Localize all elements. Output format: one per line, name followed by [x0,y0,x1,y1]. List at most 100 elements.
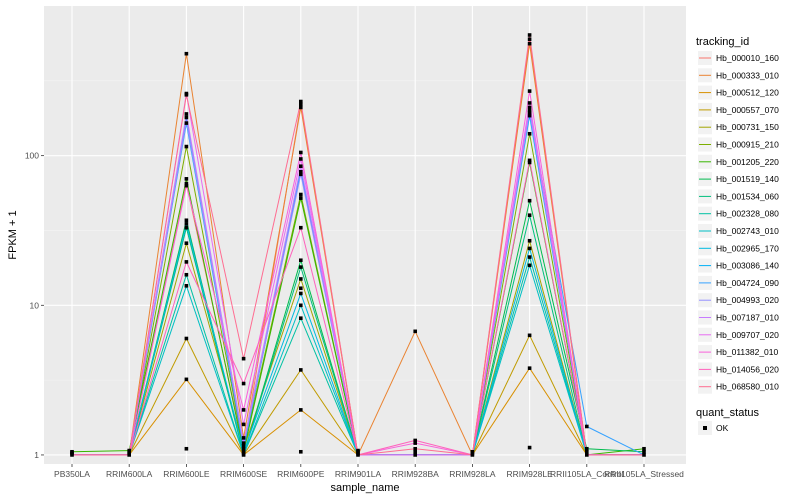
data-point [184,218,189,223]
data-point [184,241,189,245]
x-tick-label: RRIM600LE [163,469,210,479]
legend-label: Hb_004724_090 [716,278,779,288]
x-axis-title: sample_name [330,482,399,494]
data-point [184,177,189,181]
data-point [241,408,246,412]
data-point [299,150,303,155]
data-point [527,445,532,450]
data-point [527,101,532,105]
data-point [184,183,189,188]
legend-label: Hb_007187_010 [716,313,779,323]
data-point [585,453,589,457]
legend-label: Hb_003086_140 [716,261,779,271]
legend-label: Hb_014056_020 [716,364,779,374]
data-point [299,408,303,412]
x-tick-label: PB350LA [54,469,90,479]
data-point [127,451,131,456]
x-tick-label: RRIM600PE [277,469,325,479]
data-point [585,449,589,454]
legend-label: Hb_001534_060 [716,191,779,201]
x-tick-label: RRIM600SE [220,469,268,479]
data-point [241,449,246,454]
x-tick-label: RRIM928BA [392,469,440,479]
data-point [184,272,189,277]
x-tick-label: RRIM901LA [335,469,382,479]
data-point [585,424,589,429]
data-point [241,446,246,451]
legend-label: Hb_000915_210 [716,140,779,150]
data-point [299,368,303,372]
x-tick-label: RRII105LA_Control [550,469,624,479]
data-point [299,225,303,230]
data-point [299,265,303,269]
data-point [527,113,532,118]
data-point [299,277,303,281]
legend-shape-label: OK [716,423,729,433]
data-point [527,33,532,37]
data-point [127,448,131,453]
data-point [527,41,532,46]
data-point [184,144,189,149]
x-tick-label: RRII105LA_Stressed [604,469,684,479]
data-points [70,33,646,457]
y-tick-label: 100 [25,151,39,161]
data-point [356,451,360,456]
legend-shape-marker [703,426,707,430]
data-point [527,108,532,113]
data-point [299,258,303,263]
data-point [356,448,360,453]
data-point [527,89,532,93]
data-point [299,99,303,104]
legend-label: Hb_011382_010 [716,347,779,357]
grid-lines [44,6,686,464]
y-axis-title: FPKM + 1 [7,210,19,259]
legend-label: Hb_004993_020 [716,295,779,305]
data-point [241,381,246,386]
legend-label: Hb_000512_120 [716,88,779,98]
data-point [527,158,532,163]
data-point [413,438,417,443]
legend-label: Hb_001205_220 [716,157,779,167]
data-point [299,105,303,110]
x-tick-label: RRIM928LE [506,469,553,479]
data-point [527,255,532,259]
data-point [527,246,532,251]
data-point [299,196,303,200]
legend-title: tracking_id [696,36,749,48]
legend-label: Hb_000557_070 [716,105,779,115]
data-point [299,192,303,197]
data-point [299,291,303,296]
legend: tracking_id quant_status OK Hb_000010_16… [696,36,779,435]
legend-shape-title: quant_status [696,407,759,419]
data-point [184,377,189,382]
data-point [299,102,303,107]
data-point [184,222,189,226]
data-point [241,436,246,440]
data-point [527,37,532,41]
data-point [527,366,532,370]
data-point [184,336,189,341]
data-point [299,169,303,174]
data-point [299,157,303,161]
legend-label: Hb_002328_080 [716,209,779,219]
data-point [527,238,532,243]
legend-label: Hb_000731_150 [716,122,779,132]
y-tick-label: 10 [30,300,40,310]
data-point [413,446,417,451]
axes: 1 10 100 PB350LA RRIM600LA RRIM600LE RRIM600SE… [25,151,684,479]
data-point [241,441,246,445]
data-point [184,446,189,451]
data-point [70,449,74,454]
data-point [184,121,189,125]
data-point [184,112,189,116]
data-point [184,51,189,56]
data-point [184,283,189,288]
data-point [241,451,246,456]
data-point [585,446,589,451]
data-point [184,91,189,96]
x-tick-label: RRIM600LA [106,469,153,479]
legend-label: Hb_000333_010 [716,70,779,80]
data-point [527,131,532,136]
data-point [527,263,532,268]
